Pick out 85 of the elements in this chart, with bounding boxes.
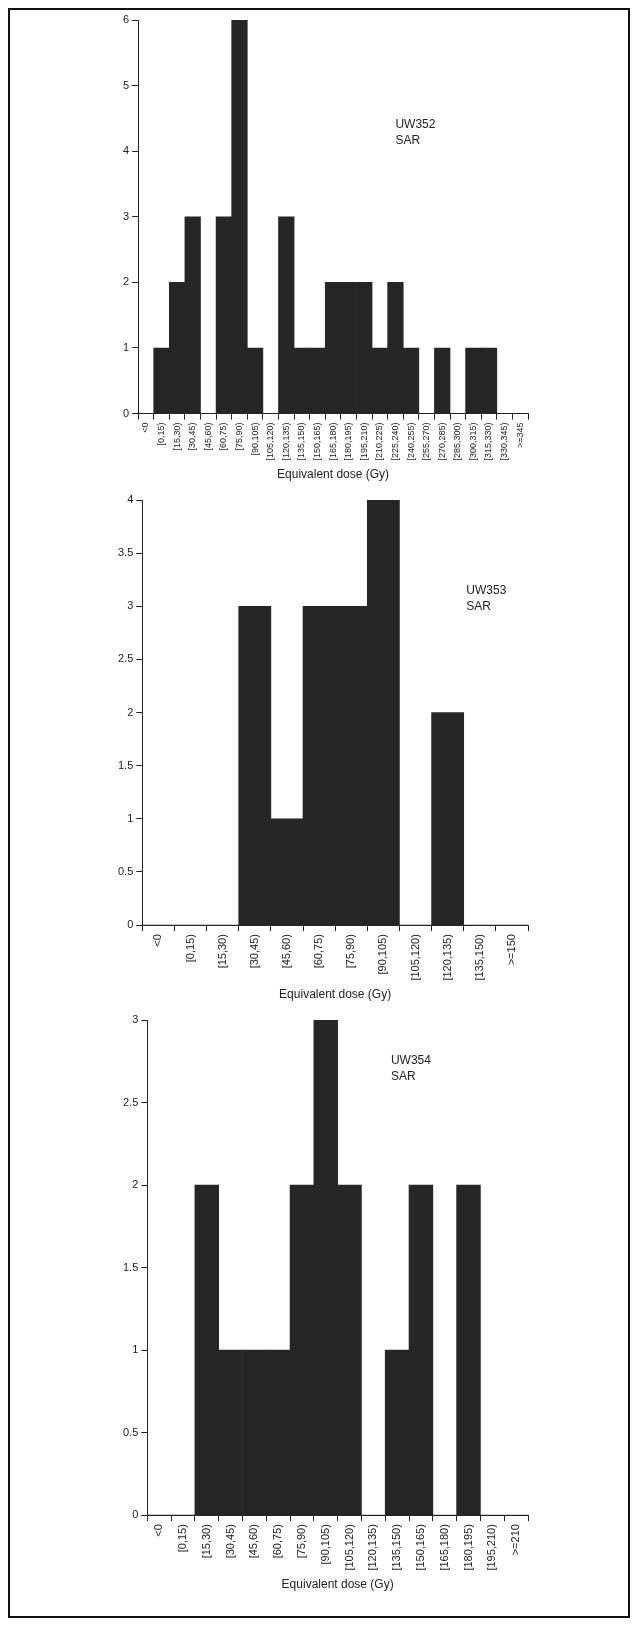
y-tick-label: 1: [127, 811, 134, 824]
x-tick-label: [195,210): [485, 1524, 498, 1571]
x-tick-label: >=150: [504, 934, 517, 966]
x-tick-label: [210,225): [374, 422, 385, 461]
x-tick-label: [75,90): [294, 1524, 307, 1559]
x-tick-label: [180,195): [461, 1524, 474, 1571]
x-tick-label: [60,75): [312, 934, 325, 969]
x-axis-title: Equivalent dose (Gy): [279, 987, 392, 1002]
x-tick-label: [60,75): [218, 422, 229, 451]
x-axis-title: Equivalent dose (Gy): [281, 1577, 394, 1592]
y-tick-label: 0: [127, 918, 134, 931]
x-tick-label: [285,300): [452, 422, 463, 461]
x-tick-label: [105,120): [265, 422, 276, 461]
x-tick-label: [90,105): [249, 422, 260, 456]
y-tick-label: 1: [122, 341, 130, 354]
x-tick-label: [195,210): [358, 422, 369, 461]
y-tick-label: 2: [132, 1178, 139, 1191]
y-tick-label: 0.5: [117, 865, 134, 878]
annotation: SAR: [466, 599, 492, 614]
y-tick-label: 1.5: [117, 758, 134, 771]
x-tick-label: [135,150): [472, 934, 485, 981]
x-tick-label: [120,135): [440, 934, 453, 981]
y-tick-label: 3: [127, 599, 134, 612]
x-tick-label: <0: [140, 422, 151, 433]
x-tick-label: [165,180): [437, 1524, 450, 1571]
x-tick-label: [0,15): [183, 934, 196, 963]
x-tick-label: [0,15): [176, 1524, 189, 1553]
x-tick-label: [300,315): [467, 422, 478, 461]
y-tick-label: 2.5: [117, 652, 134, 665]
x-tick-label: [15,30): [199, 1524, 212, 1559]
x-tick-label: [90,105): [318, 1524, 331, 1565]
x-tick-label: [30,45): [187, 422, 198, 451]
x-tick-label: [75,90): [344, 934, 357, 969]
y-tick-label: 3: [122, 209, 130, 222]
y-tick-label: 2: [127, 705, 134, 718]
x-tick-label: [150,165): [311, 422, 322, 461]
x-tick-label: [135,150): [390, 1524, 403, 1571]
x-tick-label: [255,270): [421, 422, 432, 461]
x-tick-label: >=210: [509, 1524, 522, 1556]
x-tick-label: [15,30): [215, 934, 228, 969]
x-tick-label: [105,120): [342, 1524, 355, 1571]
x-tick-label: [270,285): [436, 422, 447, 461]
x-tick-label: [30,45): [247, 934, 260, 969]
x-tick-label: [165,180): [327, 422, 338, 461]
x-tick-label: [105,120): [408, 934, 421, 981]
y-tick-label: 6: [122, 13, 130, 26]
x-tick-label: [225,240): [389, 422, 400, 461]
y-tick-label: 3: [132, 1013, 139, 1026]
x-tick-label: [120,135): [366, 1524, 379, 1571]
x-axis-title: Equivalent dose (Gy): [277, 467, 390, 482]
x-tick-label: <0: [151, 934, 164, 947]
annotation: SAR: [395, 132, 421, 147]
x-tick-label: >=345: [514, 422, 525, 449]
x-tick-label: [45,60): [202, 422, 213, 451]
y-tick-label: 1.5: [122, 1260, 139, 1273]
annotation: UW352: [395, 116, 436, 131]
x-tick-label: [0,15): [155, 422, 166, 446]
x-tick-label: [120,135): [280, 422, 291, 461]
y-tick-label: 5: [122, 78, 130, 91]
y-tick-label: 0: [122, 406, 130, 419]
x-tick-label: <0: [152, 1524, 165, 1537]
x-tick-label: [60,75): [271, 1524, 284, 1559]
x-tick-label: [45,60): [247, 1524, 260, 1559]
annotation: SAR: [390, 1068, 416, 1083]
y-tick-label: 2.5: [122, 1095, 139, 1108]
y-tick-label: 4: [122, 144, 130, 157]
x-tick-label: [90,105): [376, 934, 389, 975]
x-tick-label: [330,345): [499, 422, 510, 461]
y-tick-label: 0: [132, 1508, 139, 1521]
x-tick-label: [180,195): [343, 422, 354, 461]
y-tick-label: 1: [132, 1343, 139, 1356]
annotation: UW353: [466, 583, 507, 598]
x-tick-label: [150,165): [413, 1524, 426, 1571]
x-tick-label: [15,30): [171, 422, 182, 451]
x-tick-label: [75,90): [233, 422, 244, 451]
y-tick-label: 2: [122, 275, 130, 288]
x-tick-label: [240,255): [405, 422, 416, 461]
x-tick-label: [135,150): [296, 422, 307, 461]
annotation: UW354: [390, 1052, 432, 1067]
y-tick-label: 3.5: [117, 546, 134, 559]
x-tick-label: [45,60): [279, 934, 292, 969]
y-tick-label: 0.5: [122, 1425, 139, 1438]
x-tick-label: [315,330): [483, 422, 494, 461]
x-tick-label: [30,45): [223, 1524, 236, 1559]
y-tick-label: 4: [127, 493, 134, 506]
